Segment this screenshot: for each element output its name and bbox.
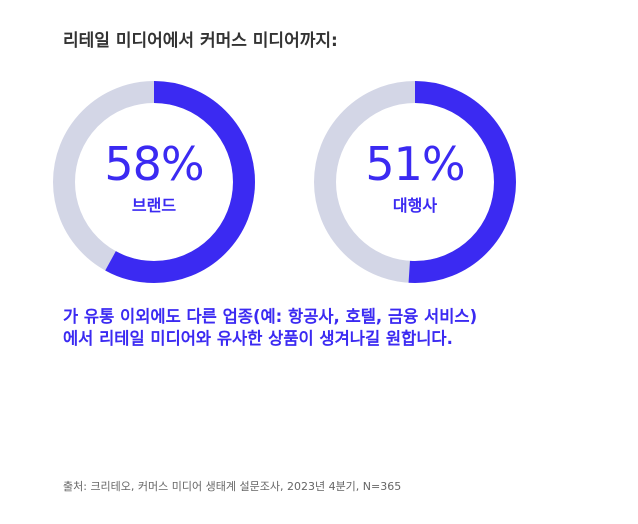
donut-svg-brands xyxy=(53,81,255,283)
statement-line-1: 가 유통 이외에도 다른 업종(예: 항공사, 호텔, 금융 서비스) xyxy=(63,307,478,326)
chart-title: 리테일 미디어에서 커머스 미디어까지: xyxy=(63,31,338,51)
donut-svg-agencies xyxy=(314,81,516,283)
donut-chart-agencies: 51% 대행사 xyxy=(313,80,517,284)
donut-chart-brands: 58% 브랜드 xyxy=(52,80,256,284)
statement-line-2: 에서 리테일 미디어와 유사한 상품이 생겨나길 원합니다. xyxy=(63,329,453,348)
source-note: 출처: 크리테오, 커머스 미디어 생태계 설문조사, 2023년 4분기, N… xyxy=(63,480,402,493)
donut-value-arc-agencies xyxy=(314,81,516,283)
donut-value-arc-brands xyxy=(53,81,255,283)
donut-label-brands: 브랜드 xyxy=(131,196,177,215)
donut-percent-agencies: 51% xyxy=(365,137,465,191)
statement-text: 가 유통 이외에도 다른 업종(예: 항공사, 호텔, 금융 서비스) 에서 리… xyxy=(63,306,603,350)
donut-label-agencies: 대행사 xyxy=(392,196,438,215)
donut-percent-brands: 58% xyxy=(104,137,204,191)
